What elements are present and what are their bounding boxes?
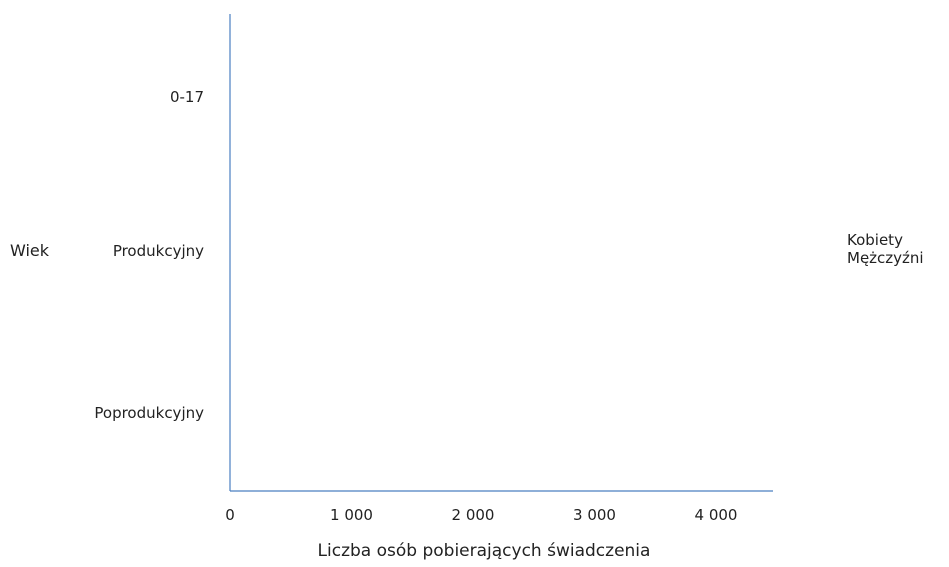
axes: [229, 14, 773, 492]
legend-label-kobiety: Kobiety: [847, 231, 903, 249]
legend: Kobiety Mężczyźni: [847, 231, 924, 267]
labels: 0 1 000 2 000 3 000 4 000 0-17 Produkcyjny Popr…: [10, 88, 737, 561]
legend-item-mezczyzni: Mężczyźni: [847, 249, 924, 267]
y-tick-label: 0-17: [170, 88, 204, 106]
x-tick-label: 2 000: [452, 506, 495, 524]
x-axis-label: Liczba osób pobierających świadczenia: [318, 541, 651, 561]
x-tick-label: 1 000: [330, 506, 373, 524]
y-tick-label: Poprodukcyjny: [94, 404, 204, 422]
x-tick-label: 0: [225, 506, 235, 524]
y-tick-label: Produkcyjny: [113, 242, 204, 260]
legend-item-kobiety: Kobiety: [847, 231, 924, 249]
y-axis-label: Wiek: [10, 241, 50, 260]
x-tick-label: 4 000: [695, 506, 738, 524]
x-tick-label: 3 000: [573, 506, 616, 524]
legend-label-mezczyzni: Mężczyźni: [847, 249, 924, 267]
